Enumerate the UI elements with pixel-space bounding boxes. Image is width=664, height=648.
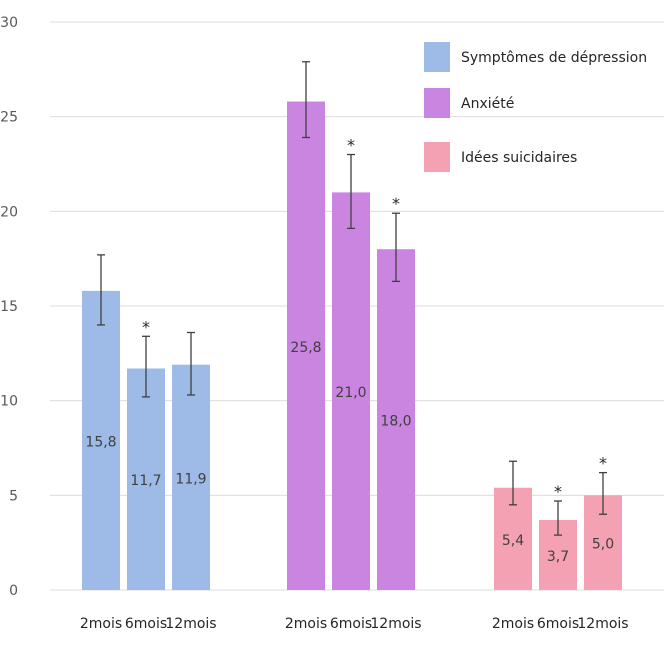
y-tick-label: 20 (0, 204, 18, 220)
significance-marker: * (599, 454, 607, 473)
y-tick-label: 10 (0, 394, 18, 410)
data-label: 3,7 (547, 549, 569, 565)
bar (287, 101, 325, 591)
bar (172, 364, 210, 590)
legend-swatch (424, 88, 450, 118)
x-tick-label: 2mois (80, 616, 122, 632)
bar (127, 368, 165, 590)
legend-swatch (424, 42, 450, 72)
bar (82, 290, 120, 590)
y-tick-label: 0 (9, 583, 18, 599)
data-label: 18,0 (380, 414, 411, 430)
data-label: 11,9 (175, 471, 206, 487)
significance-marker: * (142, 317, 150, 336)
legend-swatch (424, 142, 450, 172)
y-tick-label: 15 (0, 299, 18, 315)
data-label: 11,7 (130, 473, 161, 489)
x-tick-label: 2mois (492, 616, 534, 632)
x-tick-label: 6mois (125, 616, 167, 632)
x-tick-label: 6mois (537, 616, 579, 632)
bar (332, 192, 370, 590)
data-label: 15,8 (85, 434, 116, 450)
data-label: 21,0 (335, 385, 366, 401)
y-tick-label: 5 (9, 488, 18, 504)
legend-label: Symptômes de dépression (461, 50, 647, 66)
x-tick-label: 12mois (370, 616, 421, 632)
x-tick-label: 2mois (285, 616, 327, 632)
bar (377, 249, 415, 590)
data-label: 25,8 (290, 340, 321, 356)
data-label: 5,4 (502, 533, 524, 549)
data-label: 5,0 (592, 537, 614, 553)
significance-marker: * (554, 482, 562, 501)
x-tick-label: 6mois (330, 616, 372, 632)
y-tick-label: 25 (0, 110, 18, 126)
x-tick-label: 12mois (165, 616, 216, 632)
legend-label: Idées suicidaires (461, 150, 577, 166)
y-tick-label: 30 (0, 15, 18, 31)
significance-marker: * (347, 136, 355, 155)
significance-marker: * (392, 194, 400, 213)
legend-label: Anxiété (461, 96, 514, 112)
x-tick-label: 12mois (577, 616, 628, 632)
